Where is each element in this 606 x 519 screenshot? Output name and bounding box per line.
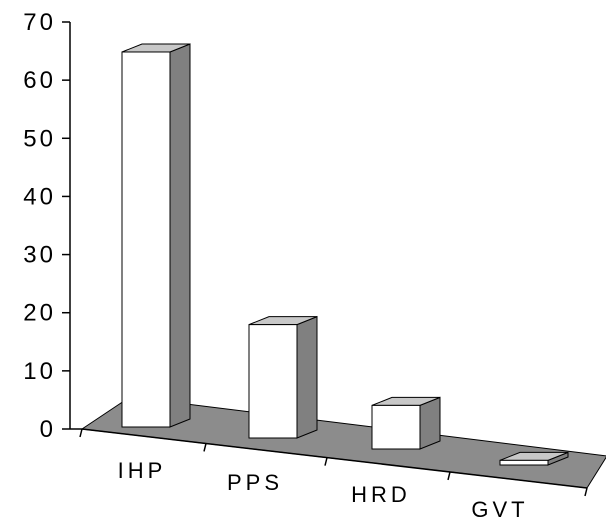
x-tick-label-ihp: IHP <box>118 458 167 483</box>
x-tick-label-pps: PPS <box>227 470 283 495</box>
bar-front-face <box>371 404 421 450</box>
y-tick-label: 70 <box>23 9 56 36</box>
y-tick-label: 50 <box>23 125 56 152</box>
bar-pps <box>248 315 318 439</box>
x-tick-mark <box>584 487 588 497</box>
bar-front-face <box>121 51 171 428</box>
bar-side-face <box>296 315 318 439</box>
y-tick-label: 20 <box>23 300 56 327</box>
y-tick-label: 40 <box>23 183 56 210</box>
axes-group <box>62 21 588 497</box>
y-tick-label: 0 <box>40 416 56 443</box>
bar-front-face <box>499 459 549 466</box>
y-tick-label: 30 <box>23 242 56 269</box>
x-tick-mark <box>79 428 83 438</box>
bar-hrd <box>371 396 441 450</box>
bar-side-face <box>169 43 191 428</box>
x-axis-line <box>81 428 588 489</box>
x-tick-mark <box>324 457 328 466</box>
y-tick-label: 60 <box>23 67 56 94</box>
bar-front-face <box>248 324 298 439</box>
bar-gvt <box>499 451 569 466</box>
y-tick-label: 10 <box>23 358 56 385</box>
x-tick-label-gvt: GVT <box>471 497 528 519</box>
x-tick-mark <box>447 471 451 481</box>
bar-ihp <box>121 43 191 428</box>
bars-group <box>121 43 569 466</box>
labels-group: 0 10 20 30 40 50 60 70 IHP PPS HRD GVT <box>23 9 528 519</box>
x-tick-mark <box>203 443 207 452</box>
bar-side-face <box>419 396 441 450</box>
x-tick-label-hrd: HRD <box>351 482 411 507</box>
